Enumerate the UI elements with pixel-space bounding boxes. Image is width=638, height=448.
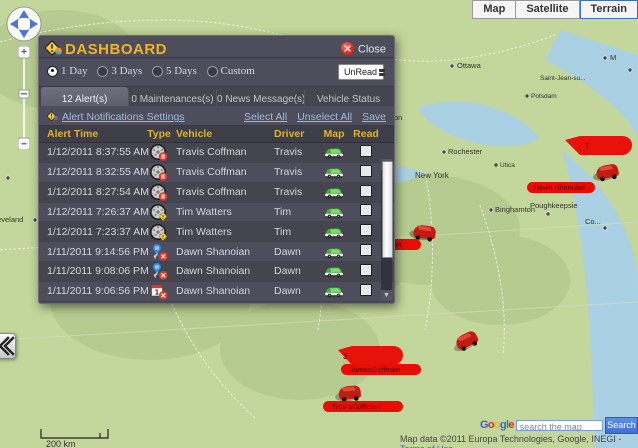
svg-text:3: 3: [343, 352, 348, 361]
svg-text:New York: New York: [415, 171, 450, 180]
svg-text:M: M: [610, 53, 616, 62]
svg-text:!: !: [162, 235, 164, 241]
svg-text:1: 1: [155, 290, 159, 297]
svg-text:+: +: [21, 47, 27, 58]
svg-text:!: !: [162, 215, 164, 221]
svg-text:JamesCoffman: JamesCoffman: [350, 367, 400, 374]
svg-text:Poughkeepsie: Poughkeepsie: [530, 201, 578, 210]
svg-text:Co...: Co...: [585, 217, 601, 226]
svg-text:Rochester: Rochester: [448, 147, 483, 156]
svg-text:Utica: Utica: [500, 162, 515, 169]
svg-text:Potsdam: Potsdam: [531, 93, 557, 100]
svg-text:7: 7: [585, 142, 590, 151]
svg-text:Saint-Jean-su...: Saint-Jean-su...: [540, 75, 586, 82]
svg-text:Ottawa: Ottawa: [457, 61, 482, 70]
svg-text:TravisCoffman: TravisCoffman: [332, 404, 381, 411]
svg-text:Dawn Shanoian: Dawn Shanoian: [534, 185, 586, 192]
svg-text:Cleveland: Cleveland: [0, 215, 23, 224]
